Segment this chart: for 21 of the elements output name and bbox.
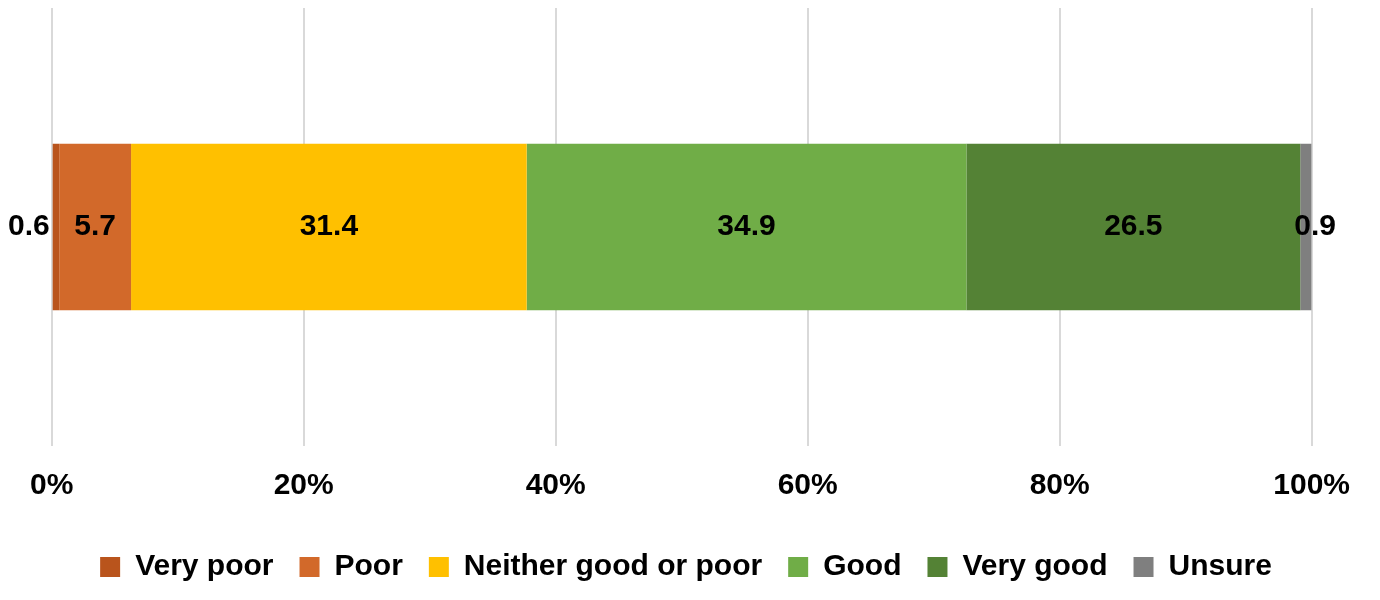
data-label: 5.7 <box>74 208 117 242</box>
x-tick-label: 0% <box>30 467 74 501</box>
data-label: 26.5 <box>1104 208 1163 242</box>
bar <box>52 143 60 311</box>
x-tick-label: 100% <box>1273 467 1350 501</box>
bar <box>59 143 132 311</box>
x-tick-label: 80% <box>1029 467 1090 501</box>
x-tick-label: 60% <box>777 467 838 501</box>
data-label: 34.9 <box>717 208 776 242</box>
legend-label: Poor <box>334 548 404 582</box>
bar <box>526 143 967 311</box>
x-tick-label: 40% <box>525 467 586 501</box>
legend-label: Good <box>823 548 902 582</box>
data-label: 0.6 <box>7 208 50 242</box>
legend-label: Unsure <box>1168 548 1272 582</box>
bar <box>131 143 527 311</box>
legend-label: Neither good or poor <box>463 548 763 582</box>
legend-label: Very poor <box>135 548 274 582</box>
data-label: 31.4 <box>299 208 359 242</box>
legend-label: Very good <box>962 548 1108 582</box>
x-tick-label: 20% <box>273 467 334 501</box>
